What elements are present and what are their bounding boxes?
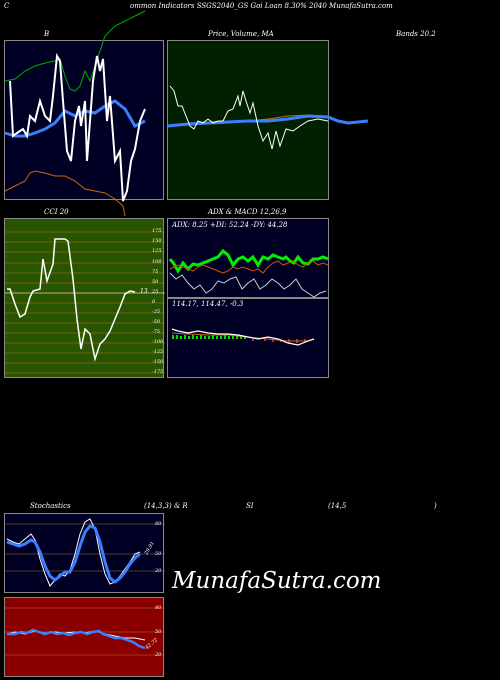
cci-tick: 50	[152, 279, 159, 285]
stoch-close: )	[434, 502, 437, 510]
rsi-chart	[5, 607, 165, 656]
stoch-chart	[5, 518, 165, 587]
adx-label: ADX & MACD 12,26,9	[208, 208, 287, 216]
cci-value: 13	[140, 288, 148, 295]
cci-tick: 100	[152, 259, 162, 265]
bollinger-label-left: B	[44, 30, 50, 38]
macd-chart	[171, 328, 315, 346]
rsi-tick: 20	[155, 652, 162, 658]
bollinger-upper-band	[4, 10, 146, 92]
stoch-label: Stochastics	[30, 502, 71, 510]
price-panel	[167, 40, 369, 200]
rsi-line	[7, 628, 146, 650]
adx-minus-di-line	[169, 260, 329, 274]
cci-tick: 125	[152, 248, 162, 254]
cci-tick: -25	[152, 309, 161, 315]
stoch-d-line	[6, 524, 141, 584]
macd-panel: 114.17, 114.47, -0.3	[167, 298, 329, 378]
cci-tick: -100	[152, 339, 164, 345]
macd-values: 114.17, 114.47, -0.3	[172, 300, 244, 308]
bollinger-middle-band	[4, 99, 146, 138]
cci-tick: -125	[152, 349, 164, 355]
cci-tick: -175	[152, 369, 164, 375]
stoch-params2: (14,5	[328, 502, 347, 510]
cci-panel	[4, 218, 165, 378]
price-ma-blue	[167, 114, 369, 128]
stoch-si: SI	[246, 502, 254, 510]
cci-line	[7, 238, 136, 362]
adx-plus-di-line	[168, 248, 329, 274]
cci-tick: 150	[152, 238, 162, 244]
adx-line	[169, 272, 327, 298]
stoch-tick: 50	[155, 551, 162, 557]
adx-panel: ADX: 8.25 +DI: 52.24 -DY: 44.28	[167, 218, 329, 298]
bollinger-chart	[4, 10, 146, 217]
adx-values: ADX: 8.25 +DI: 52.24 -DY: 44.28	[172, 221, 288, 229]
stoch-params: (14,3,3) & R	[144, 502, 188, 510]
cci-tick: 25	[152, 289, 159, 295]
header-c: C	[4, 2, 10, 10]
price-ma-label: Price, Volume, MA	[208, 30, 274, 38]
bollinger-panel	[4, 10, 164, 217]
adx-chart	[168, 248, 329, 298]
macd-line	[171, 328, 315, 346]
rsi-tick: 50	[155, 629, 162, 635]
price-line	[169, 85, 329, 150]
cci-tick: -50	[152, 319, 161, 325]
cci-tick: -150	[152, 359, 164, 365]
cci-tick: 175	[152, 228, 162, 234]
bollinger-price-line	[9, 52, 146, 202]
bollinger-lower-band	[4, 170, 126, 217]
cci-label: CCI 20	[44, 208, 69, 216]
cci-chart	[5, 231, 165, 374]
rsi-panel: 80 50 20 42.72	[4, 597, 165, 677]
macd-histogram	[172, 335, 246, 339]
price-chart	[167, 85, 369, 150]
stoch-tick: 80	[155, 521, 162, 527]
cci-tick: 75	[152, 269, 159, 275]
cci-tick: -75	[152, 329, 161, 335]
rsi-tick: 80	[155, 605, 162, 611]
stoch-panel: 80 50 20 29.91	[4, 513, 165, 593]
bollinger-label-right: Bands 20.2	[396, 30, 436, 38]
header-title: ommon Indicators SSGS2040_GS Goi Loan 8.…	[130, 2, 393, 10]
stoch-tick: 20	[155, 568, 162, 574]
cci-tick: 0	[152, 299, 156, 305]
watermark: MunafaSutra.com	[172, 568, 382, 594]
